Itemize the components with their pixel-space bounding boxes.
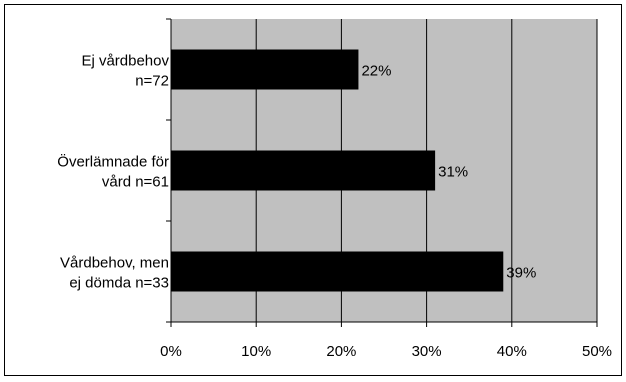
bar-value-label: 39% [506,265,536,282]
category-label: Överlämnade för vård n=61 [57,153,169,191]
bar [171,251,504,292]
category-labels: Ej vårdbehov n=72 Överlämnade för vård n=61… [57,53,169,292]
category-label-line: vård n=61 [102,174,169,191]
bar-value-label: 31% [438,164,468,181]
bars [171,49,504,292]
x-tick-label: 30% [412,343,442,360]
category-label-line: Överlämnade för [57,153,169,171]
category-label: Vårdbehov, men ej dömda n=33 [60,255,169,292]
x-tick-label: 10% [241,343,271,360]
chart-frame: 22% 31% 39% Ej vårdbehov n=72 Överlämnade fö… [4,4,622,376]
category-label: Ej vårdbehov n=72 [81,53,169,90]
bar [171,150,436,191]
category-label-line: ej dömda n=33 [69,275,169,292]
bar-chart: 22% 31% 39% Ej vårdbehov n=72 Överlämnade fö… [57,18,612,360]
x-tick-label: 50% [582,343,612,360]
bar [171,49,359,90]
category-label-line: Vårdbehov, men [60,255,169,272]
x-tick-label: 20% [326,343,356,360]
x-axis [170,321,598,327]
x-tick-label: 0% [160,343,182,360]
value-labels: 22% 31% 39% [361,63,536,282]
x-tick-label: 40% [497,343,527,360]
x-tick-labels: 0% 10% 20% 30% 40% 50% [160,343,612,360]
bar-value-label: 22% [361,63,391,80]
category-label-line: n=72 [135,73,169,90]
category-label-line: Ej vårdbehov [81,53,169,70]
